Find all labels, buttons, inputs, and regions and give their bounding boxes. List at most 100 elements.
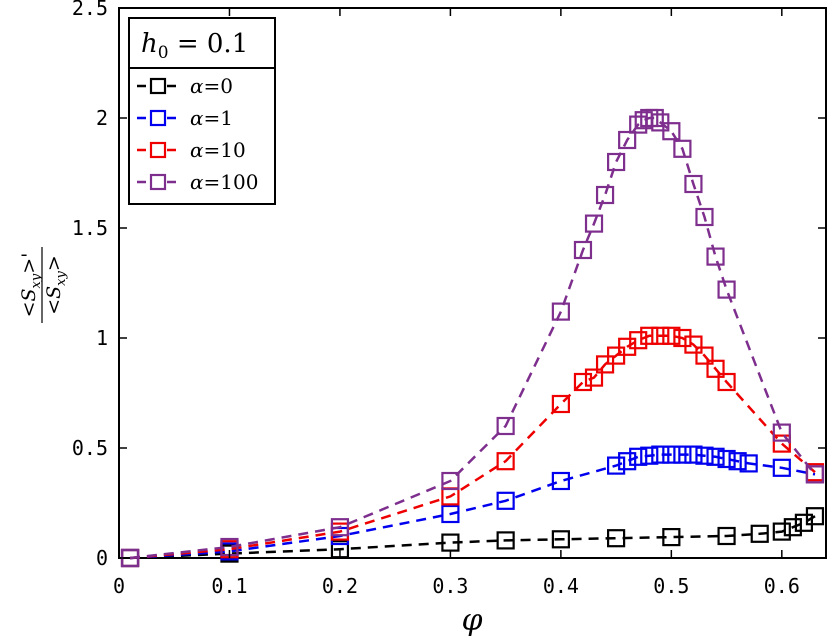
data-point <box>595 185 615 205</box>
x-tick-label: 0.1 <box>211 574 247 598</box>
data-point <box>441 504 460 524</box>
data-point <box>584 214 604 233</box>
x-axis-label: φ <box>461 603 482 638</box>
data-point <box>717 280 736 299</box>
legend-marker <box>149 173 167 191</box>
data-point <box>640 326 659 345</box>
data-point <box>684 335 703 354</box>
x-tick-label: 0.3 <box>432 574 468 598</box>
data-point <box>706 359 725 378</box>
data-point <box>607 152 626 172</box>
data-point <box>662 122 681 141</box>
legend-entry: α=1 <box>137 106 233 130</box>
data-point <box>739 454 758 473</box>
data-point <box>717 526 736 546</box>
data-point <box>618 452 637 471</box>
legend-marker <box>149 77 167 95</box>
data-point <box>629 447 648 466</box>
data-point <box>805 465 825 484</box>
data-point <box>551 394 570 414</box>
legend: h0 = 0.1 α=0 α=1 α=10 α=100 <box>128 17 276 205</box>
data-point <box>573 372 593 392</box>
data-point <box>706 247 725 266</box>
data-point <box>695 207 714 227</box>
data-point <box>551 530 570 549</box>
y-tick-label: 1 <box>96 326 108 350</box>
y-tick-label: 0.5 <box>72 436 108 460</box>
legend-entry: α=10 <box>137 138 246 162</box>
data-point <box>772 458 791 477</box>
x-tick-label: 0.4 <box>543 574 579 598</box>
legend-marker <box>149 109 167 127</box>
data-point <box>651 326 670 345</box>
legend-entries: α=0 α=1 α=10 α=100 <box>137 74 258 194</box>
series-alpha-100 <box>120 108 825 568</box>
data-point <box>551 302 570 321</box>
legend-title-box <box>128 17 276 69</box>
series-line <box>129 116 816 560</box>
y-tick-label: 2 <box>96 106 108 130</box>
series-line <box>129 334 816 560</box>
data-point <box>783 518 802 537</box>
data-point <box>673 139 692 158</box>
data-point <box>706 447 725 466</box>
legend-label: α=0 <box>190 74 233 98</box>
axis-ticks: 0 0.1 0.2 0.3 0.4 0.5 0.6 0 0.5 1 1.5 2 2.5 <box>72 0 826 598</box>
y-tick-label: 0 <box>96 546 108 570</box>
series-layer <box>120 108 825 568</box>
legend-entry: α=100 <box>137 170 258 194</box>
series-line <box>129 515 816 560</box>
x-tick-label: 0.5 <box>653 574 689 598</box>
legend-label: α=10 <box>190 138 246 162</box>
data-point <box>645 108 664 128</box>
data-point <box>794 513 814 532</box>
data-point <box>618 337 637 356</box>
data-point <box>330 518 350 537</box>
data-point <box>607 529 626 548</box>
data-point <box>651 445 670 464</box>
legend-entry: α=0 <box>137 74 233 98</box>
data-point <box>662 527 681 547</box>
data-point <box>772 434 791 453</box>
y-axis-label-numerator: <Sxy>' <box>18 253 44 318</box>
data-point <box>496 452 515 471</box>
y-axis-label-denominator: <Sxy> <box>43 255 69 315</box>
y-tick-label: 2.5 <box>72 0 108 20</box>
legend-marker <box>149 141 167 159</box>
data-point <box>662 445 681 464</box>
data-point <box>750 524 769 543</box>
data-point <box>629 331 648 350</box>
data-point <box>618 130 637 150</box>
data-point <box>584 368 604 387</box>
x-tick-label: 0.6 <box>764 574 800 598</box>
data-point <box>640 446 659 465</box>
data-point <box>551 471 570 491</box>
y-axis-label: <Sxy>' <Sxy> <box>18 247 69 323</box>
data-point <box>496 416 515 436</box>
data-point <box>695 346 714 365</box>
data-point <box>496 491 515 510</box>
x-tick-label: 0.2 <box>322 574 358 598</box>
data-point <box>772 423 791 442</box>
data-point <box>728 452 747 471</box>
data-point <box>673 445 692 464</box>
data-point <box>717 372 736 392</box>
legend-label: α=100 <box>190 170 258 194</box>
data-point <box>662 326 681 345</box>
data-point <box>607 456 626 475</box>
y-tick-label: 1.5 <box>72 216 108 240</box>
data-point <box>684 174 703 194</box>
data-point <box>496 531 515 550</box>
data-point <box>684 445 703 464</box>
data-point <box>805 507 825 526</box>
data-point <box>772 522 791 541</box>
data-point <box>717 449 736 469</box>
data-point <box>573 240 593 260</box>
x-tick-label: 0 <box>113 574 125 598</box>
legend-label: α=1 <box>190 106 233 130</box>
data-point <box>441 471 460 491</box>
data-point <box>673 328 692 348</box>
data-point <box>695 446 714 465</box>
legend-title: h0 = 0.1 <box>141 29 248 63</box>
